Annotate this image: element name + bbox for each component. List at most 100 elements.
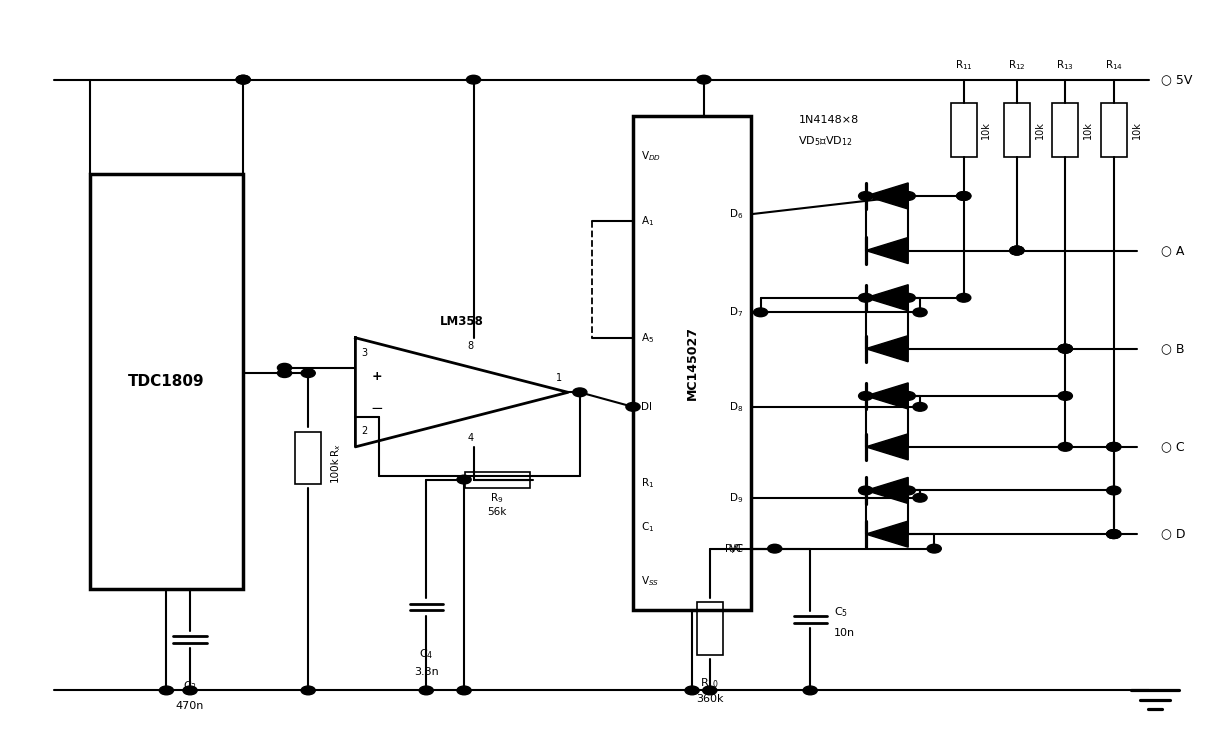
Text: R$_{10}$: R$_{10}$ [700, 676, 719, 690]
Circle shape [457, 686, 471, 695]
Text: 1N4148×8: 1N4148×8 [799, 115, 859, 124]
Circle shape [277, 363, 292, 372]
Text: ○ D: ○ D [1160, 528, 1186, 541]
Circle shape [236, 76, 251, 84]
Text: 10k: 10k [981, 122, 992, 139]
Text: A$_1$: A$_1$ [641, 215, 654, 228]
Text: D$_8$: D$_8$ [729, 400, 742, 413]
Circle shape [236, 76, 251, 84]
Polygon shape [865, 285, 909, 311]
Circle shape [1106, 530, 1121, 539]
Circle shape [768, 545, 782, 553]
Circle shape [1010, 246, 1024, 255]
Circle shape [1058, 345, 1072, 353]
Text: ○ C: ○ C [1160, 440, 1185, 453]
Circle shape [703, 686, 717, 695]
Circle shape [901, 391, 916, 400]
Bar [89, 174, 243, 588]
Circle shape [1106, 442, 1121, 451]
Text: 10k: 10k [1083, 122, 1093, 139]
Circle shape [457, 475, 471, 484]
Text: R$_{13}$: R$_{13}$ [1057, 59, 1075, 72]
Circle shape [753, 308, 768, 316]
Text: 3: 3 [362, 348, 368, 359]
Text: D$_7$: D$_7$ [729, 305, 742, 319]
Text: R$_{11}$: R$_{11}$ [954, 59, 972, 72]
Circle shape [1010, 246, 1024, 255]
Circle shape [957, 293, 971, 302]
Text: C$_1$: C$_1$ [641, 520, 654, 534]
Circle shape [859, 486, 872, 495]
Text: R$_{12}$: R$_{12}$ [1009, 59, 1025, 72]
Text: ○ 5V: ○ 5V [1160, 73, 1193, 86]
Polygon shape [865, 383, 909, 409]
Circle shape [159, 686, 174, 695]
Text: R$_{14}$: R$_{14}$ [1105, 59, 1123, 72]
Text: D$_9$: D$_9$ [729, 491, 742, 505]
Polygon shape [865, 336, 909, 362]
Text: V$_{DD}$: V$_{DD}$ [641, 149, 662, 163]
Circle shape [1058, 391, 1072, 400]
Circle shape [1106, 530, 1121, 539]
Text: 3.3n: 3.3n [413, 667, 439, 677]
Text: 1: 1 [556, 373, 562, 383]
Text: 10k: 10k [1131, 122, 1141, 139]
Circle shape [859, 293, 872, 302]
Circle shape [957, 192, 971, 200]
Circle shape [301, 369, 316, 377]
Circle shape [696, 76, 711, 84]
Text: +: + [371, 370, 382, 383]
Circle shape [419, 686, 434, 695]
Polygon shape [865, 521, 909, 547]
Circle shape [913, 308, 927, 316]
Polygon shape [865, 433, 909, 460]
Circle shape [466, 76, 481, 84]
Circle shape [301, 686, 316, 695]
Circle shape [183, 686, 198, 695]
Text: DI: DI [641, 402, 652, 412]
Text: 10n: 10n [834, 628, 854, 637]
Text: C$_5$: C$_5$ [834, 605, 848, 619]
Text: LM358: LM358 [440, 315, 483, 328]
Text: D$_6$: D$_6$ [729, 207, 742, 221]
Text: R$_9$: R$_9$ [490, 491, 504, 505]
Text: C$_3$: C$_3$ [183, 679, 198, 694]
Circle shape [684, 686, 699, 695]
Circle shape [1058, 345, 1072, 353]
Text: ○ A: ○ A [1160, 244, 1185, 257]
Text: A$_5$: A$_5$ [641, 331, 654, 345]
Circle shape [1106, 442, 1121, 451]
Bar [465, 471, 530, 488]
Bar [633, 116, 751, 611]
Text: 56k: 56k [488, 508, 507, 517]
Circle shape [1058, 442, 1072, 451]
Circle shape [1106, 530, 1121, 539]
Text: 360k: 360k [696, 694, 723, 704]
Circle shape [1106, 486, 1121, 495]
Text: 8: 8 [468, 342, 474, 351]
Bar [295, 431, 322, 484]
Polygon shape [865, 183, 909, 209]
Text: 100k: 100k [329, 456, 340, 482]
Circle shape [1010, 246, 1024, 255]
Circle shape [957, 192, 971, 200]
Circle shape [913, 402, 927, 411]
Text: 2: 2 [362, 426, 368, 436]
Text: 10k: 10k [1035, 122, 1045, 139]
Circle shape [901, 293, 916, 302]
Circle shape [803, 686, 817, 695]
Text: MC145027: MC145027 [686, 326, 699, 400]
Circle shape [1058, 345, 1072, 353]
Circle shape [901, 486, 916, 495]
Circle shape [913, 494, 927, 502]
Text: R$_x$: R$_x$ [329, 444, 343, 457]
Circle shape [927, 545, 941, 553]
Text: R/C: R/C [725, 544, 742, 554]
Text: C$_4$: C$_4$ [419, 647, 434, 661]
Circle shape [901, 192, 916, 200]
Text: VT: VT [729, 544, 742, 554]
Bar [1004, 103, 1030, 157]
Bar [1100, 103, 1127, 157]
Bar [696, 602, 723, 655]
Circle shape [572, 388, 587, 396]
